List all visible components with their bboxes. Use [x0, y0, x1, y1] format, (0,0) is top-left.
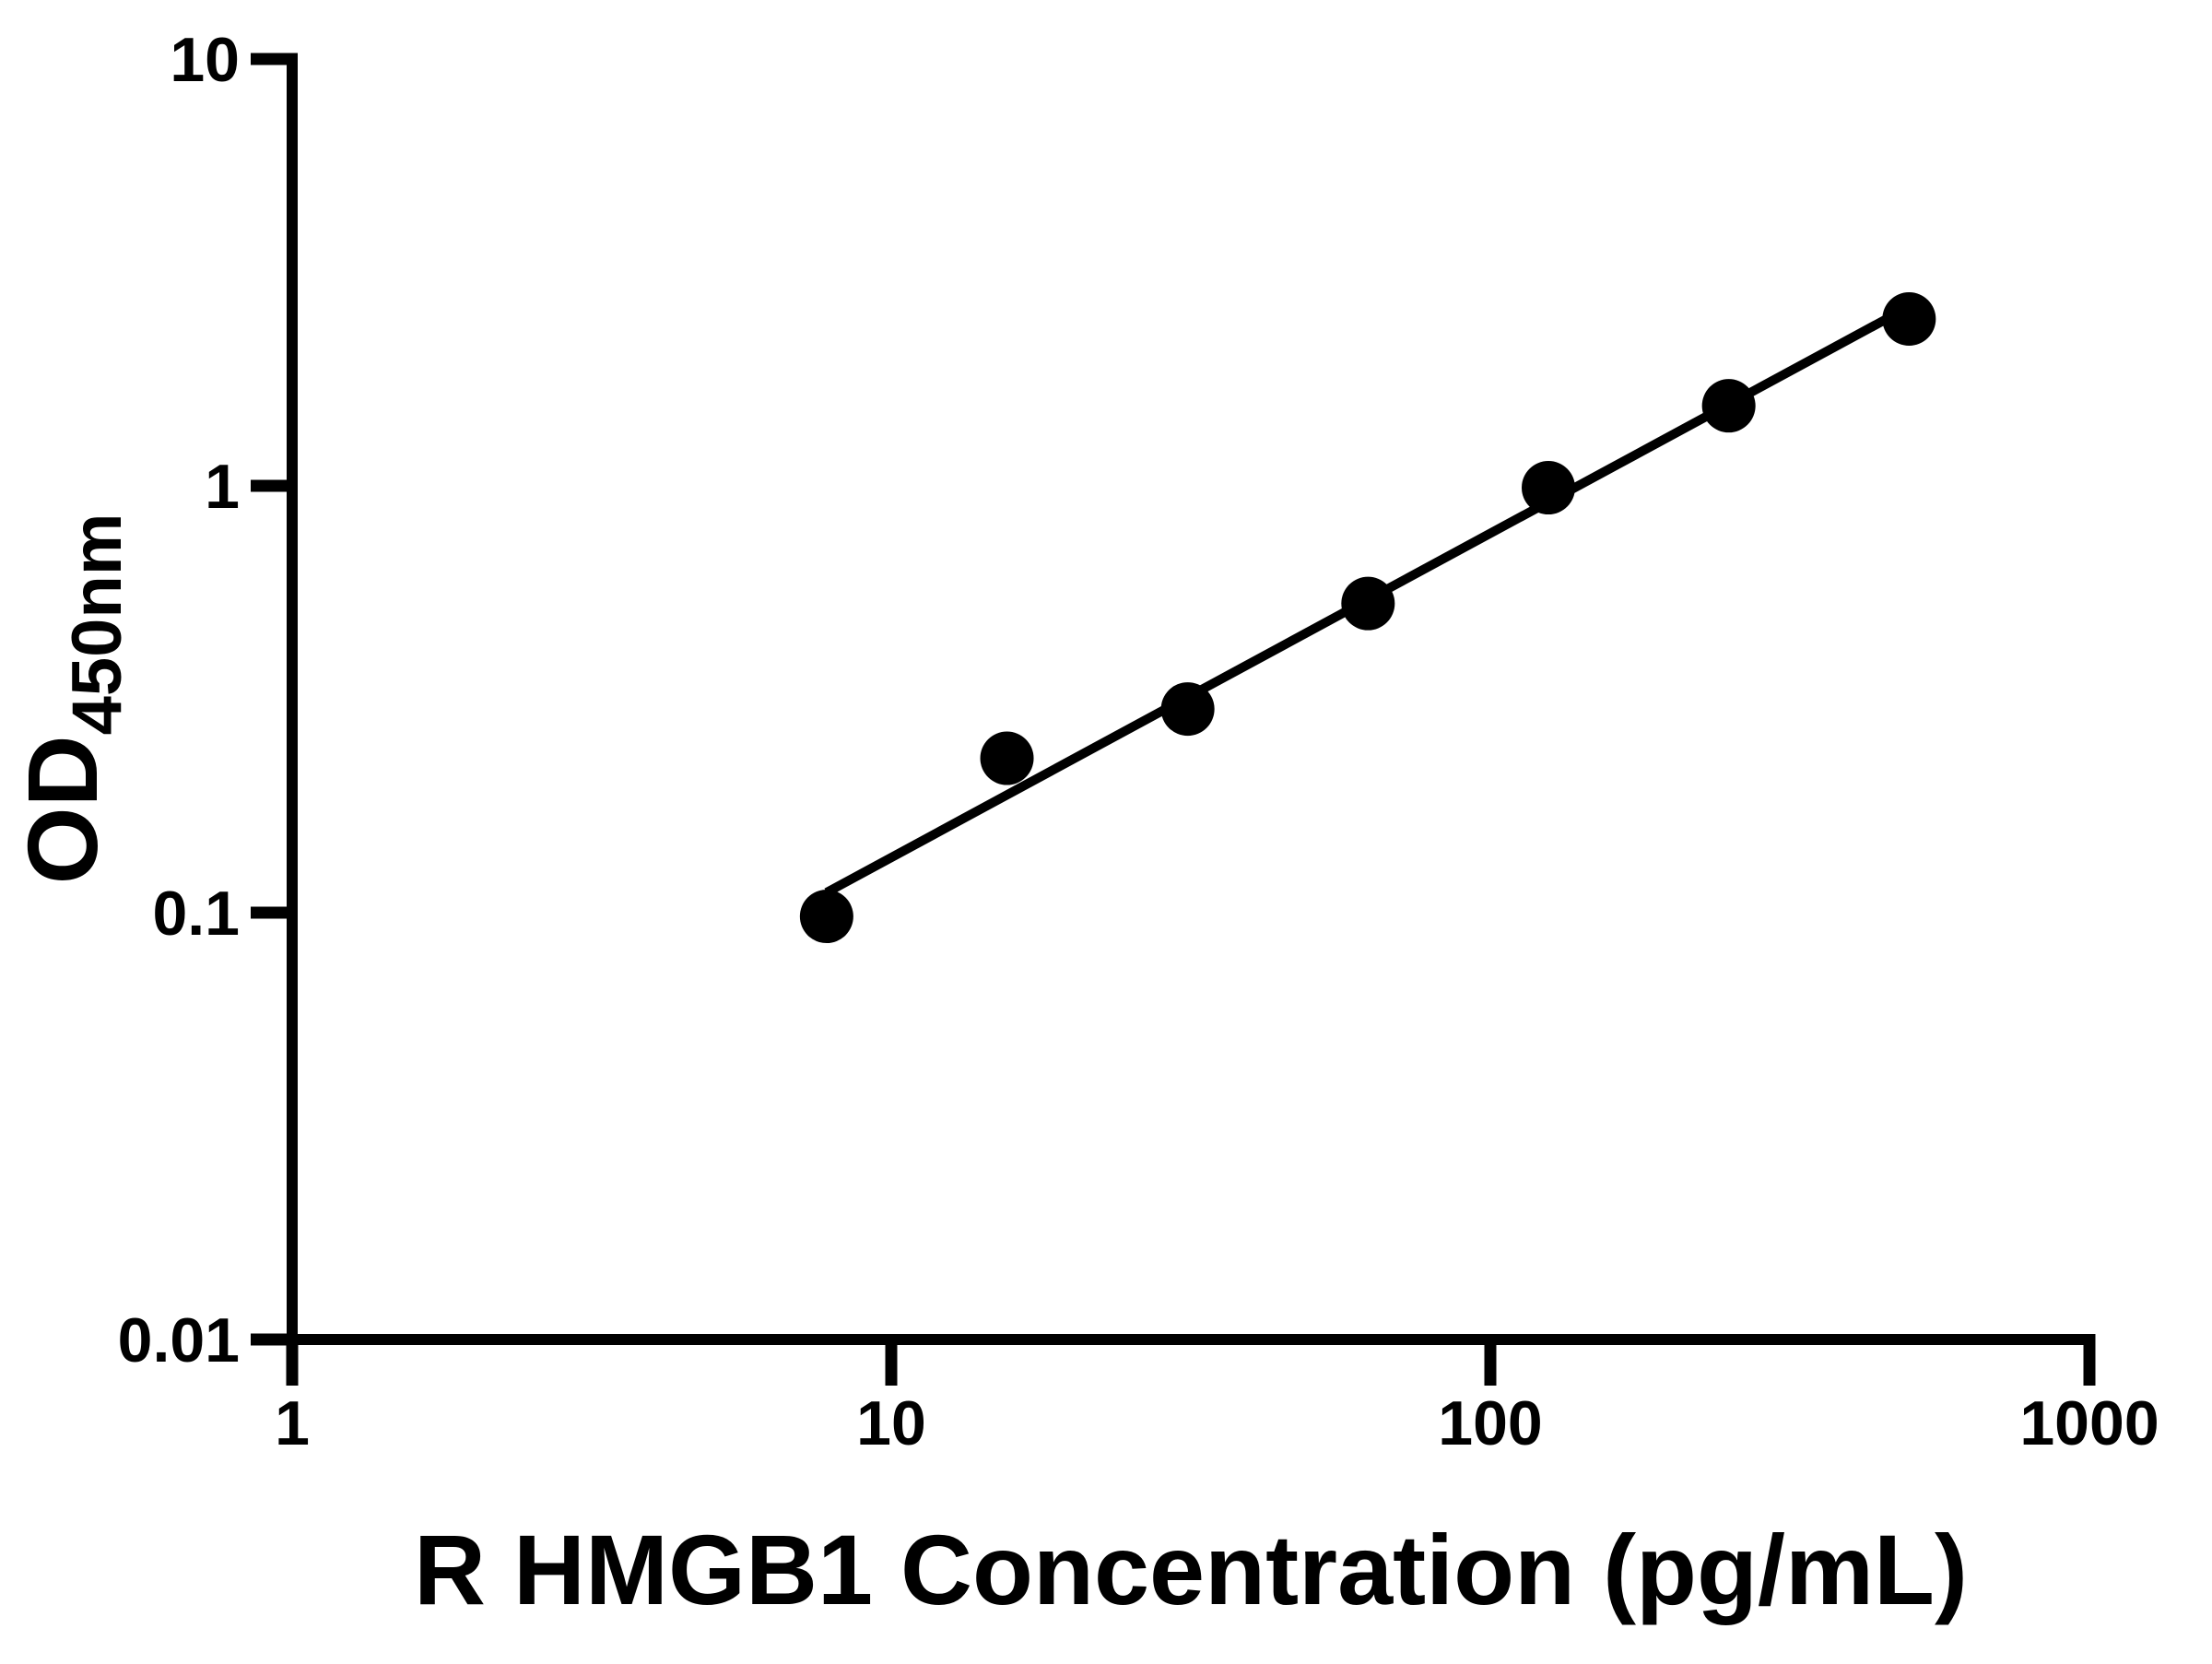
y-axis-title: OD450nm — [6, 513, 136, 885]
x-tick-label: 1 — [275, 1388, 310, 1458]
data-point — [1160, 682, 1215, 737]
y-axis-title-subscript: 450nm — [58, 513, 136, 736]
x-tick-label: 10 — [856, 1388, 926, 1458]
data-points-group — [799, 291, 1936, 944]
x-axis-title: R HMGB1 Concentration (pg/mL) — [414, 1514, 1968, 1625]
data-point — [980, 731, 1034, 785]
data-point — [1521, 461, 1575, 515]
x-tick-label: 100 — [1438, 1388, 1542, 1458]
data-point — [1882, 291, 1936, 346]
x-tick-label: 1000 — [2019, 1388, 2159, 1458]
y-tick-label: 0.1 — [152, 879, 240, 949]
y-tick-label: 10 — [170, 25, 240, 95]
x-axis-ticks: 1 10 100 1000 — [275, 1334, 2159, 1458]
data-point — [1341, 576, 1395, 631]
data-point — [799, 890, 853, 944]
data-point — [1701, 379, 1756, 433]
y-axis-ticks: 0.01 0.1 1 10 — [118, 25, 298, 1375]
y-tick-label: 0.01 — [118, 1305, 240, 1375]
y-axis-title-main: OD — [6, 735, 118, 884]
y-tick-label: 1 — [205, 452, 240, 522]
